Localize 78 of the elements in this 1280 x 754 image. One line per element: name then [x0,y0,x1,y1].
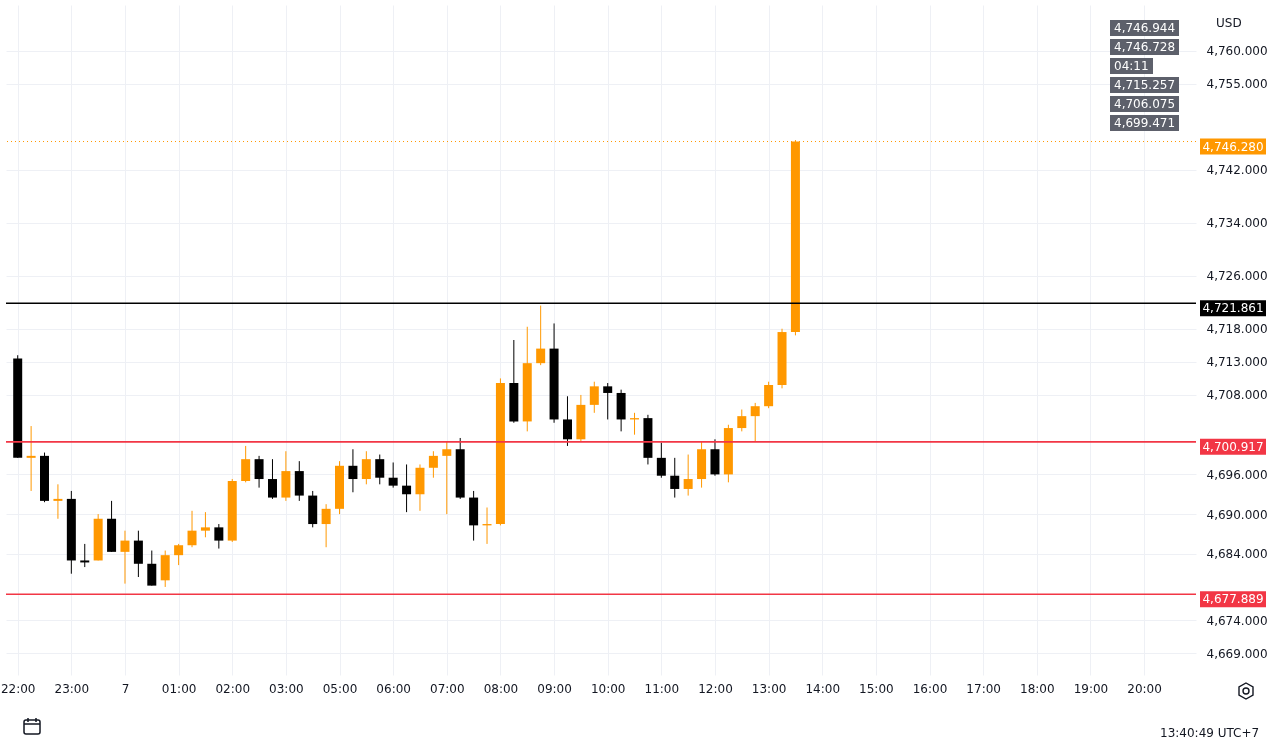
x-tick-label: 08:00 [483,681,519,696]
candlestick [428,450,438,479]
y-tick-label: 4,696.000 [1206,467,1268,482]
x-tick-label: 01:00 [161,681,197,696]
candlestick [254,455,264,489]
candlestick [442,440,452,515]
x-tick-label: 06:00 [376,681,411,696]
candlestick [53,483,63,520]
x-tick-label: 22:00 [0,681,36,696]
x-tick-label: 7 [121,681,130,696]
candlestick [737,409,747,432]
candlestick [321,503,331,548]
x-tick-label: 17:00 [966,681,1001,696]
text: 13:40:49 UTC+7 [1160,726,1260,740]
ref-line-label: 4,677.889 [1202,592,1264,607]
candlestick [750,402,760,442]
candlestick [187,510,197,548]
annotation: 4,746.728 [1110,39,1180,55]
candlestick [267,458,277,500]
ref-line-label: 4,721.861 [1202,301,1264,316]
candlestick [764,381,774,409]
x-tick-label: 10:00 [590,681,626,696]
candlestick [562,395,572,447]
y-tick-label: 4,690.000 [1206,507,1268,522]
candlestick [200,511,210,538]
candlestick [26,425,36,492]
candlestick [670,457,680,499]
candlestick [683,454,693,497]
x-tick-label: 19:00 [1073,681,1109,696]
x-tick-label: 13:00 [751,681,787,696]
ref-line-label: 4,746.280 [1202,139,1264,154]
annotation: 4,746.944 [1110,20,1180,36]
annotation: 4,706.075 [1110,96,1180,112]
annotation: 4,715.257 [1110,77,1180,93]
annotation: 4,699.471 [1110,115,1180,131]
candlestick [388,461,398,489]
y-tick-label: 4,684.000 [1206,547,1268,562]
x-tick-label: 03:00 [269,681,304,696]
y-tick-label: 4,718.000 [1206,322,1268,337]
candlestick [603,382,613,420]
y-tick-label: 4,674.000 [1206,613,1268,628]
candlestick [214,523,224,550]
x-tick-label: 16:00 [912,681,948,696]
x-tick-label: 18:00 [1020,681,1055,696]
y-tick-label: 4,669.000 [1206,646,1268,661]
candlestick [241,445,251,483]
x-tick-label: 11:00 [644,681,680,696]
text: USD [1212,14,1246,32]
candlestick [147,550,157,587]
y-tick-label: 4,726.000 [1206,269,1268,284]
x-tick-label: 09:00 [537,681,572,696]
x-tick-label: 05:00 [322,681,358,696]
candlestick [589,381,599,414]
x-tick-label: 02:00 [215,681,251,696]
candlestick [120,530,130,585]
candlestick [402,463,412,513]
x-tick-label: 07:00 [430,681,465,696]
candlestick [656,442,666,479]
candlestick [361,450,371,485]
x-tick-label: 12:00 [698,681,733,696]
annotation: 04:11 [1110,58,1153,74]
x-tick-label: 15:00 [859,681,894,696]
candlestick [174,543,184,566]
y-tick-label: 4,713.000 [1206,355,1268,370]
candlestick [80,543,90,568]
y-tick-label: 4,708.000 [1206,388,1268,403]
ref-line-label: 4,700.917 [1202,439,1264,454]
candlestick [375,454,385,485]
candlestick [133,530,143,578]
y-tick-label: 4,755.000 [1206,77,1268,92]
candlestick [348,448,358,493]
y-tick-label: 4,742.000 [1206,163,1268,178]
y-tick-label: 4,760.000 [1206,44,1268,59]
y-tick-label: 4,734.000 [1206,216,1268,231]
x-tick-label: 20:00 [1127,681,1162,696]
x-tick-label: 14:00 [805,681,841,696]
candlestick [536,305,546,366]
x-tick-label: 23:00 [54,681,90,696]
